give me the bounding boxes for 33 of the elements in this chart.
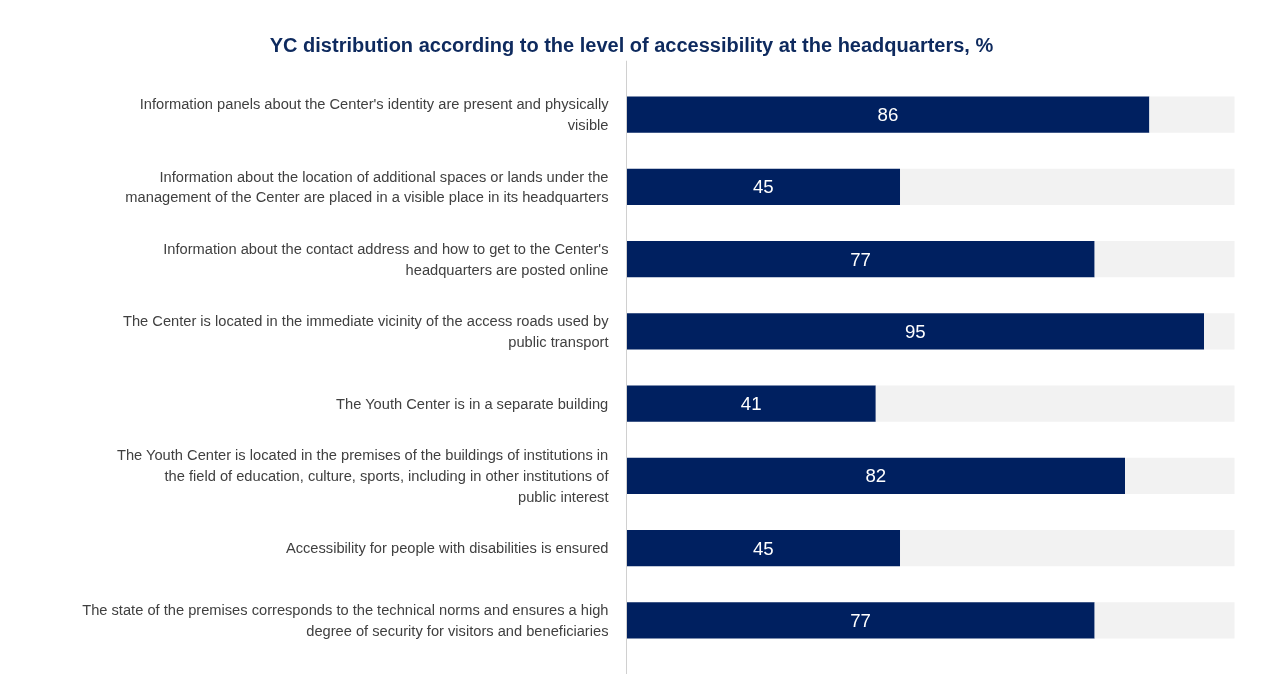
y-tick-label: The Center is located in the immediate vicinity of the access roads used by public transport (122, 312, 610, 350)
y-tick-label: The Youth Center is in a separate building (336, 395, 609, 412)
data-label: 45 (752, 176, 774, 198)
data-label: 95 (904, 320, 926, 342)
bar (626, 241, 1095, 278)
data-label: 86 (877, 104, 899, 126)
bar (626, 530, 901, 567)
bar (1149, 96, 1235, 133)
bar (626, 96, 1150, 133)
data-label: 41 (740, 393, 762, 415)
bar (626, 385, 876, 422)
y-tick-label: Information about the contact address and how to get to the Center's headquarters are posted online (163, 240, 609, 278)
bar (1094, 602, 1235, 639)
bar (900, 530, 1235, 567)
bar (626, 457, 1126, 494)
data-label: 82 (865, 465, 887, 487)
bar (626, 168, 901, 205)
bar (626, 313, 1205, 350)
bar (626, 602, 1095, 639)
y-tick-label: The state of the premises corresponds to the technical norms and ensures a high degree of security for visitors and beneficiaries (82, 601, 609, 639)
y-tick-label: The Youth Center is located in the premises of the buildings of institutions in the field of education, culture, sports, including in other institutions of public interest (116, 447, 610, 505)
data-label: 77 (850, 248, 871, 270)
data-label: 77 (850, 609, 871, 631)
y-tick-label: Information about the location of additional spaces or lands under the management of the Center are placed in a visible place in its headquarters (125, 168, 609, 206)
bar (900, 168, 1235, 205)
bar (875, 385, 1235, 422)
bar (1125, 457, 1235, 494)
y-tick-label: Accessibility for people with disabilities is ensured (285, 540, 609, 557)
bar (1094, 241, 1235, 278)
data-label: 45 (752, 537, 774, 559)
y-tick-label: Information panels about the Center's identity are present and physically visible (139, 96, 610, 134)
bar (1204, 313, 1235, 350)
chart-title: YC distribution according to the level of accessibility at the headquarters, % (269, 33, 994, 56)
